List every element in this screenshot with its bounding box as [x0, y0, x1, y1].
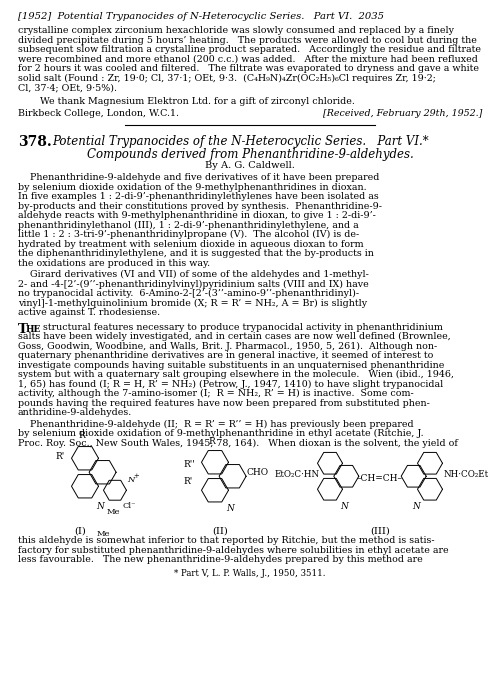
Text: 378.: 378.	[18, 134, 52, 149]
Text: 1, 65) has found (I; R = H, R’ = NH₂) (Petrow, J., 1947, 1410) to have slight tr: 1, 65) has found (I; R = H, R’ = NH₂) (P…	[18, 380, 444, 389]
Text: [1952]  Potential Trypanocides of N-Heterocyclic Series.   Part VI.  2035: [1952] Potential Trypanocides of N-Heter…	[18, 12, 384, 21]
Text: N: N	[226, 504, 234, 513]
Text: Potential Trypanocides of the N-Heterocyclic Series.   Part VI.*: Potential Trypanocides of the N-Heterocy…	[52, 134, 428, 148]
Text: by-products and their constitutions proved by synthesis.  Phenanthridine-9-: by-products and their constitutions prov…	[18, 202, 382, 210]
Text: NH·CO₂Et: NH·CO₂Et	[444, 470, 489, 479]
Text: pounds having the required features have now been prepared from substituted phen: pounds having the required features have…	[18, 399, 430, 408]
Text: In five examples 1 : 2-di-9’-phenanthridinylethylenes have been isolated as: In five examples 1 : 2-di-9’-phenanthrid…	[18, 192, 379, 201]
Text: by selenium dioxide oxidation of 9-methylphenanthridine in ethyl acetate (Ritchi: by selenium dioxide oxidation of 9-methy…	[18, 429, 424, 439]
Text: Girard derivatives (VI and VII) of some of the aldehydes and 1-methyl-: Girard derivatives (VI and VII) of some …	[18, 270, 369, 279]
Text: T: T	[18, 323, 28, 335]
Text: system but with a quaternary salt grouping elsewhere in the molecule.   Wien (ib: system but with a quaternary salt groupi…	[18, 370, 454, 380]
Text: * Part V, L. P. Walls, J., 1950, 3511.: * Part V, L. P. Walls, J., 1950, 3511.	[174, 569, 326, 578]
Text: N: N	[96, 502, 104, 511]
Text: (III): (III)	[370, 526, 390, 535]
Text: N: N	[127, 476, 134, 484]
Text: Goss, Goodwin, Woodbine, and Walls, Brit. J. Pharmacol., 1950, 5, 261).  Althoug: Goss, Goodwin, Woodbine, and Walls, Brit…	[18, 342, 437, 351]
Text: the diphenanthridinylethylene, and it is suggested that the by-products in: the diphenanthridinylethylene, and it is…	[18, 249, 374, 258]
Text: R': R'	[183, 477, 192, 485]
Text: Cl⁻: Cl⁻	[122, 502, 136, 510]
Text: R': R'	[55, 452, 64, 461]
Text: (I): (I)	[74, 526, 86, 535]
Text: structural features necessary to produce trypanocidal activity in phenanthridini: structural features necessary to produce…	[40, 323, 443, 332]
Text: less favourable.   The new phenanthridine-9-aldehydes prepared by this method ar: less favourable. The new phenanthridine-…	[18, 555, 423, 564]
Text: 2- and -4-[2’-(9’’-phenanthridinylvinyl)pyridinium salts (VIII and IX) have: 2- and -4-[2’-(9’’-phenanthridinylvinyl)…	[18, 280, 369, 289]
Text: Me: Me	[96, 530, 110, 538]
Text: N: N	[412, 502, 420, 511]
Text: by selenium dioxide oxidation of the 9-methylphenanthridines in dioxan.: by selenium dioxide oxidation of the 9-m…	[18, 183, 366, 191]
Text: were recombined and more ethanol (200 c.c.) was added.   After the mixture had b: were recombined and more ethanol (200 c.…	[18, 55, 478, 64]
Text: active against T. rhodesiense.: active against T. rhodesiense.	[18, 308, 160, 317]
Text: activity, although the 7-amino-isomer (I;  R = NH₂, R’ = H) is inactive.  Some c: activity, although the 7-amino-isomer (I…	[18, 389, 414, 399]
Text: Compounds derived from Phenanthridine-9-aldehydes.: Compounds derived from Phenanthridine-9-…	[86, 148, 413, 161]
Text: this aldehyde is somewhat inferior to that reported by Ritchie, but the method i: this aldehyde is somewhat inferior to th…	[18, 536, 434, 545]
Text: salts have been widely investigated, and in certain cases are now well defined (: salts have been widely investigated, and…	[18, 332, 451, 342]
Text: Proc. Roy. Soc., New South Wales, 1945, 78, 164).   When dioxan is the solvent, : Proc. Roy. Soc., New South Wales, 1945, …	[18, 439, 458, 448]
Text: subsequent slow filtration a crystalline product separated.   Accordingly the re: subsequent slow filtration a crystalline…	[18, 45, 481, 54]
Text: EtO₂C·HN: EtO₂C·HN	[275, 470, 320, 479]
Text: anthridine-9-aldehydes.: anthridine-9-aldehydes.	[18, 408, 132, 418]
Text: no trypanocidal activity.  6-Amino-2-[2’-(3’’-amino-9’’-phenanthridinyl)-: no trypanocidal activity. 6-Amino-2-[2’-…	[18, 289, 359, 298]
Text: hydrated by treatment with selenium dioxide in aqueous dioxan to form: hydrated by treatment with selenium diox…	[18, 240, 364, 249]
Text: N: N	[340, 502, 348, 511]
Text: We thank Magnesium Elektron Ltd. for a gift of zirconyl chloride.: We thank Magnesium Elektron Ltd. for a g…	[40, 96, 355, 106]
Text: R'': R''	[183, 460, 195, 469]
Text: CHO: CHO	[246, 468, 268, 477]
Text: the oxidations are produced in this way.: the oxidations are produced in this way.	[18, 259, 210, 268]
Text: solid salt (Found : Zr, 19·0; Cl, 37·1; OEt, 9·3.  (C₄H₉N)₄Zr(OC₂H₅)₆Cl requires: solid salt (Found : Zr, 19·0; Cl, 37·1; …	[18, 74, 436, 83]
Text: R: R	[208, 437, 216, 446]
Text: [Received, February 29th, 1952.]: [Received, February 29th, 1952.]	[322, 109, 482, 118]
Text: (II): (II)	[212, 526, 228, 535]
Text: for 2 hours it was cooled and filtered.   The filtrate was evaporated to dryness: for 2 hours it was cooled and filtered. …	[18, 65, 479, 73]
Text: divided precipitate during 5 hours’ heating.   The products were allowed to cool: divided precipitate during 5 hours’ heat…	[18, 36, 477, 45]
Text: Phenanthridine-9-aldehyde and five derivatives of it have been prepared: Phenanthridine-9-aldehyde and five deriv…	[18, 173, 380, 182]
Text: By A. G. Caldwell.: By A. G. Caldwell.	[205, 161, 295, 170]
Text: R: R	[78, 431, 86, 440]
Text: Me: Me	[106, 509, 120, 516]
Text: HE: HE	[26, 325, 41, 334]
Text: –CH=CH–: –CH=CH–	[357, 474, 403, 483]
Text: phenanthridinylethanol (III), 1 : 2-di-9’-phenanthridinylethylene, and a: phenanthridinylethanol (III), 1 : 2-di-9…	[18, 221, 359, 230]
Text: quaternary phenanthridine derivatives are in general inactive, it seemed of inte: quaternary phenanthridine derivatives ar…	[18, 351, 434, 361]
Text: vinyl]-1-methylquinolinium bromide (X; R = R’ = NH₂, A = Br) is slightly: vinyl]-1-methylquinolinium bromide (X; R…	[18, 299, 367, 308]
Text: Cl, 37·4; OEt, 9·5%).: Cl, 37·4; OEt, 9·5%).	[18, 84, 117, 92]
Text: aldehyde reacts with 9-methylphenanthridine in dioxan, to give 1 : 2-di-9’-: aldehyde reacts with 9-methylphenanthrid…	[18, 211, 376, 220]
Text: crystalline complex zirconium hexachloride was slowly consumed and replaced by a: crystalline complex zirconium hexachlori…	[18, 26, 454, 35]
Text: little 1 : 2 : 3-tri-9’-phenanthridinylpropane (V).  The alcohol (IV) is de-: little 1 : 2 : 3-tri-9’-phenanthridinylp…	[18, 230, 359, 240]
Text: investigate compounds having suitable substituents in an unquaternised phenanthr: investigate compounds having suitable su…	[18, 361, 444, 370]
Text: Phenanthridine-9-aldehyde (II;  R = R’ = R’’ = H) has previously been prepared: Phenanthridine-9-aldehyde (II; R = R’ = …	[18, 420, 413, 429]
Text: Birkbeck College, London, W.C.1.: Birkbeck College, London, W.C.1.	[18, 109, 179, 118]
Text: +: +	[133, 473, 138, 480]
Text: factory for substituted phenanthridine-9-aldehydes where solubilities in ethyl a: factory for substituted phenanthridine-9…	[18, 546, 448, 555]
